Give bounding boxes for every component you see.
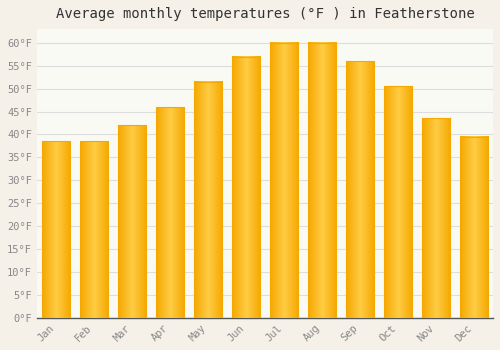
Bar bbox=[232, 57, 260, 318]
Bar bbox=[80, 141, 108, 318]
Bar bbox=[156, 107, 184, 318]
Bar bbox=[118, 125, 146, 318]
Bar bbox=[460, 137, 488, 318]
Bar bbox=[308, 43, 336, 318]
Bar bbox=[384, 86, 412, 318]
Bar bbox=[194, 82, 222, 318]
Bar bbox=[346, 61, 374, 318]
Title: Average monthly temperatures (°F ) in Featherstone: Average monthly temperatures (°F ) in Fe… bbox=[56, 7, 474, 21]
Bar bbox=[42, 141, 70, 318]
Bar bbox=[422, 118, 450, 318]
Bar bbox=[270, 43, 298, 318]
